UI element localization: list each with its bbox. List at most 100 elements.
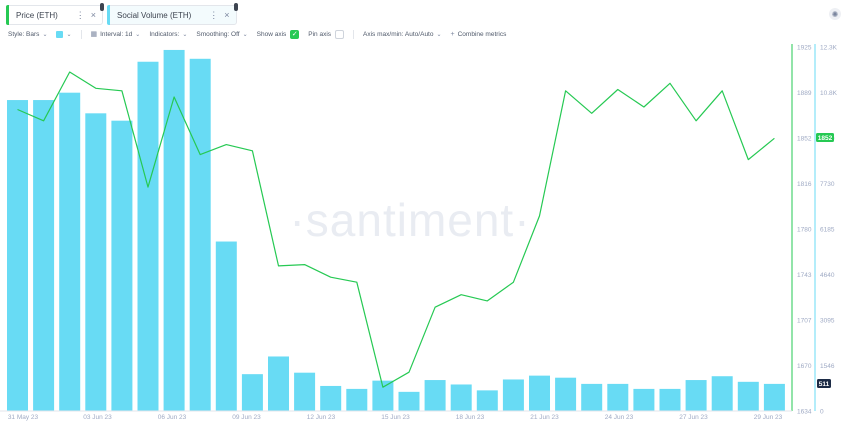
price-tick-label: 1707 [797, 318, 812, 325]
volume-tick-label: 10.8K [820, 90, 838, 97]
volume-bar[interactable] [268, 356, 289, 411]
plus-icon: + [450, 30, 455, 38]
metric-tab-price[interactable]: Price (ETH) ⋮ × [6, 3, 105, 25]
metric-settings-toolbar: Style: Bars ⌄ ⌄ ▦ Interval: 1d ⌄ Indicat… [8, 28, 515, 40]
combine-metrics-label: Combine metrics [457, 30, 507, 38]
volume-bar[interactable] [633, 388, 655, 411]
volume-bar[interactable] [111, 120, 133, 412]
price-line[interactable] [17, 71, 775, 388]
volume-bar[interactable] [215, 241, 237, 411]
volume-bar[interactable] [320, 385, 342, 411]
pin-axis-checkbox[interactable] [335, 29, 345, 39]
axis-minmax-dropdown[interactable]: Axis max/min: Auto/Auto ⌄ [363, 31, 441, 38]
volume-tick-label: 12.3K [820, 45, 838, 52]
show-axis-toggle[interactable]: Show axis ✓ [256, 29, 300, 39]
volume-bar[interactable] [711, 376, 733, 411]
volume-bar[interactable] [476, 390, 498, 411]
volume-bar[interactable] [763, 383, 785, 411]
style-dropdown[interactable]: Style: Bars ⌄ [8, 31, 47, 38]
volume-bar[interactable] [398, 391, 420, 411]
pin-axis-toggle[interactable]: Pin axis [308, 29, 345, 39]
volume-marker: 511 [817, 379, 831, 388]
volume-bar[interactable] [737, 381, 759, 411]
volume-tick-label: 0 [820, 409, 824, 416]
chevron-down-icon: ⌄ [436, 31, 442, 38]
price-marker: 1852 [816, 133, 834, 142]
color-swatch [56, 30, 64, 38]
volume-marker-value: 511 [819, 381, 830, 388]
volume-bar[interactable] [163, 49, 185, 412]
interval-label: Interval: 1d [100, 30, 133, 38]
volume-bar[interactable] [346, 388, 368, 411]
close-icon[interactable]: × [224, 9, 230, 20]
date-tick-label: 18 Jun 23 [456, 414, 485, 421]
drag-handle-icon[interactable] [100, 3, 105, 11]
date-tick-label: 29 Jun 23 [754, 414, 783, 421]
chart-axes: 1925 1889 1852 1816 1780 1743 1707 1670 1634 12.3… [0, 44, 838, 421]
volume-bar[interactable] [529, 375, 550, 411]
close-icon[interactable]: × [90, 9, 97, 20]
volume-bar[interactable] [607, 383, 629, 411]
volume-bars [7, 49, 785, 412]
more-menu-icon[interactable]: ⋮ [209, 9, 219, 20]
volume-bar[interactable] [685, 380, 707, 411]
chevron-down-icon: ⌄ [242, 31, 248, 38]
settings-icon[interactable]: ✺ [829, 8, 841, 20]
metric-tabs: Price (ETH) ⋮ × Social Volume (ETH) ⋮ × [6, 3, 238, 25]
smoothing-label: Smoothing: Off [196, 30, 240, 38]
price-line-layer [17, 71, 775, 388]
volume-tick-label: 3095 [820, 318, 835, 325]
check-icon[interactable]: ✓ [290, 29, 300, 39]
chevron-down-icon: ⌄ [66, 31, 72, 38]
price-tick-label: 1889 [797, 90, 812, 97]
smoothing-dropdown[interactable]: Smoothing: Off ⌄ [196, 31, 247, 38]
volume-tick-label: 6185 [820, 227, 835, 234]
volume-bar[interactable] [33, 100, 55, 411]
volume-bar[interactable] [450, 384, 472, 411]
date-tick-label: 15 Jun 23 [381, 414, 410, 421]
price-tick-label: 1816 [797, 181, 812, 188]
metric-tab-social-volume[interactable]: Social Volume (ETH) ⋮ × [107, 3, 238, 25]
interval-dropdown[interactable]: ▦ Interval: 1d ⌄ [91, 30, 141, 39]
combine-metrics-button[interactable]: + Combine metrics [451, 31, 507, 38]
show-axis-label: Show axis [256, 30, 287, 38]
color-picker[interactable]: ⌄ [56, 30, 72, 38]
volume-bar[interactable] [372, 380, 394, 411]
price-marker-bg [816, 133, 834, 142]
price-tick-label: 1634 [797, 409, 812, 416]
volume-bar[interactable] [659, 388, 681, 411]
pin-axis-label: Pin axis [308, 30, 332, 38]
volume-bar[interactable] [59, 92, 81, 412]
volume-bar[interactable] [189, 58, 211, 411]
price-marker-value: 1852 [818, 135, 833, 142]
metric-color-indicator [6, 5, 9, 25]
volume-bar[interactable] [294, 372, 316, 411]
date-tick-label: 27 Jun 23 [679, 414, 708, 421]
chevron-down-icon: ⌄ [182, 31, 188, 38]
volume-bar[interactable] [555, 377, 577, 411]
indicators-label: Indicators: [149, 30, 180, 38]
volume-bar[interactable] [424, 380, 446, 411]
volume-tick-label: 7730 [820, 181, 835, 188]
style-label: Style: Bars [8, 30, 40, 38]
date-tick-label: 12 Jun 23 [307, 414, 336, 421]
volume-bar[interactable] [7, 100, 28, 411]
indicators-dropdown[interactable]: Indicators: ⌄ [149, 31, 187, 38]
chevron-down-icon: ⌄ [42, 31, 48, 38]
price-tick-label: 1852 [797, 136, 812, 143]
date-tick-label: 06 Jun 23 [158, 414, 187, 421]
volume-bar[interactable] [581, 383, 603, 411]
volume-bar[interactable] [241, 374, 263, 411]
date-tick-label: 09 Jun 23 [232, 414, 261, 421]
drag-handle-icon[interactable] [233, 3, 238, 11]
volume-bar[interactable] [502, 379, 524, 411]
volume-bar[interactable] [137, 61, 159, 411]
date-tick-label: 21 Jun 23 [530, 414, 559, 421]
price-tick-label: 1670 [797, 363, 812, 370]
santiment-watermark: ·santiment· [289, 194, 530, 246]
more-menu-icon[interactable]: ⋮ [75, 9, 85, 20]
date-tick-label: 24 Jun 23 [605, 414, 634, 421]
price-tick-label: 1743 [797, 272, 812, 279]
volume-bar[interactable] [85, 113, 107, 411]
